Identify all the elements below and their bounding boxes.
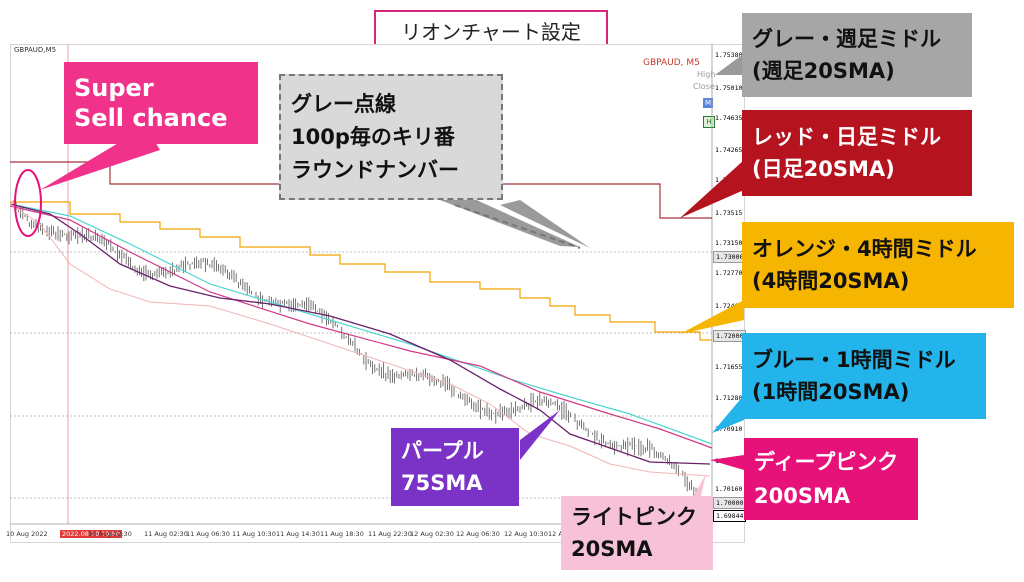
callout-sma75-line2: 75SMA (401, 471, 483, 495)
price-tick-label: 1.73150 (715, 239, 743, 247)
callout-sma20-line2: 20SMA (571, 537, 653, 561)
callout-h1-sma-line2: (1時間20SMA) (752, 380, 910, 404)
callout-sma20: ライトピンク 20SMA (561, 496, 713, 570)
h4-sma-line (10, 201, 712, 341)
callout-weekly-sma-line1: グレー・週足ミドル (752, 27, 941, 51)
price-tick-label: 1.70535 (715, 457, 743, 465)
price-tick-label: 1.75010 (715, 84, 743, 92)
chart-overlay-high: High (697, 70, 716, 79)
price-tick-label: 1.74265 (715, 146, 743, 154)
callout-sma200-line1: ディープピンク (754, 450, 899, 474)
callout-round-number-line2: 100p毎のキリ番 (291, 124, 455, 149)
callout-sma200: ディープピンク 200SMA (744, 438, 918, 520)
price-tick-label: 1.72400 (715, 302, 743, 310)
callout-round-number: グレー点線 100p毎のキリ番 ラウンドナンバー (279, 74, 503, 200)
price-tick-label: 1.70910 (715, 425, 743, 433)
callout-round-number-line3: ラウンドナンバー (291, 157, 459, 182)
price-tick-label: 1.70000 (713, 497, 747, 509)
time-tick-label: 11 Aug 14:30 (276, 530, 320, 538)
price-tick-label: 1.71280 (715, 394, 743, 402)
time-tick-label: 10 Aug 22:30 (88, 530, 132, 538)
indicator-button-1[interactable]: M (703, 98, 713, 108)
sma75-line (10, 203, 711, 465)
chart-overlay-symbol: GBPAUD, M5 (643, 58, 700, 68)
callout-sma75-line1: パープル (401, 439, 484, 463)
callout-weekly-sma: グレー・週足ミドル (週足20SMA) (742, 13, 972, 97)
time-tick-label: 11 Aug 10:30 (232, 530, 276, 538)
price-tick-label: 1.74635 (715, 114, 743, 122)
callout-h4-sma-line2: (4時間20SMA) (752, 269, 910, 293)
time-tick-label: 12 A (548, 530, 563, 538)
h1-sma-line (10, 203, 713, 445)
callout-sma75: パープル 75SMA (391, 428, 519, 506)
time-tick-label: 11 Aug 06:30 (186, 530, 230, 538)
time-tick-label: 12 Aug 06:30 (456, 530, 500, 538)
round-number-lines (10, 251, 712, 499)
callout-h4-sma-line1: オレンジ・4時間ミドル (752, 237, 977, 261)
time-tick-label: 2022.08.10 19:50 (60, 530, 123, 538)
callout-daily-sma: レッド・日足ミドル (日足20SMA) (742, 110, 972, 196)
price-tick-label: 1.75380 (715, 51, 743, 59)
candlesticks (13, 199, 710, 516)
chart-symbol: GBPAUD,M5 (14, 46, 57, 54)
callout-round-number-line1: グレー点線 (291, 91, 396, 116)
price-tick-label: 1.73515 (715, 209, 743, 217)
callout-daily-sma-line2: (日足20SMA) (752, 157, 895, 181)
price-tick-label: 1.69844 (713, 510, 747, 522)
callout-super-sell-line2: Sell chance (74, 104, 228, 132)
price-tick-label: 1.71655 (715, 363, 743, 371)
callout-daily-sma-line1: レッド・日足ミドル (752, 125, 941, 149)
sma200-line (10, 205, 713, 449)
callout-h1-sma: ブルー・1時間ミドル (1時間20SMA) (742, 333, 986, 419)
chart-overlay-close: Close (693, 82, 715, 91)
callout-h1-sma-line1: ブルー・1時間ミドル (752, 348, 956, 372)
time-tick-label: 11 Aug 18:30 (320, 530, 364, 538)
page-title: リオンチャート設定 (374, 10, 608, 50)
callout-sma20-line1: ライトピンク (571, 505, 697, 529)
sma20-line (10, 203, 711, 477)
price-tick-label: 1.70160 (715, 485, 743, 493)
time-tick-label: 12 Aug 10:30 (504, 530, 548, 538)
price-tick-label: 1.73890 (715, 176, 743, 184)
time-tick-label: 11 Aug 22:30 (368, 530, 412, 538)
time-tick-label: 10 Aug 2022 (6, 530, 48, 538)
callout-sma200-line2: 200SMA (754, 484, 851, 508)
time-tick-label: 12 Aug 02:30 (410, 530, 454, 538)
callout-super-sell-line1: Super (74, 74, 154, 102)
callout-weekly-sma-line2: (週足20SMA) (752, 59, 895, 83)
price-chart[interactable] (10, 44, 743, 541)
price-tick-label: 1.72770 (715, 269, 743, 277)
time-tick-label: 11 Aug 02:30 (144, 530, 188, 538)
callout-super-sell: Super Sell chance (64, 62, 258, 144)
sell-chance-marker (14, 169, 42, 237)
callout-h4-sma: オレンジ・4時間ミドル (4時間20SMA) (742, 222, 1014, 308)
